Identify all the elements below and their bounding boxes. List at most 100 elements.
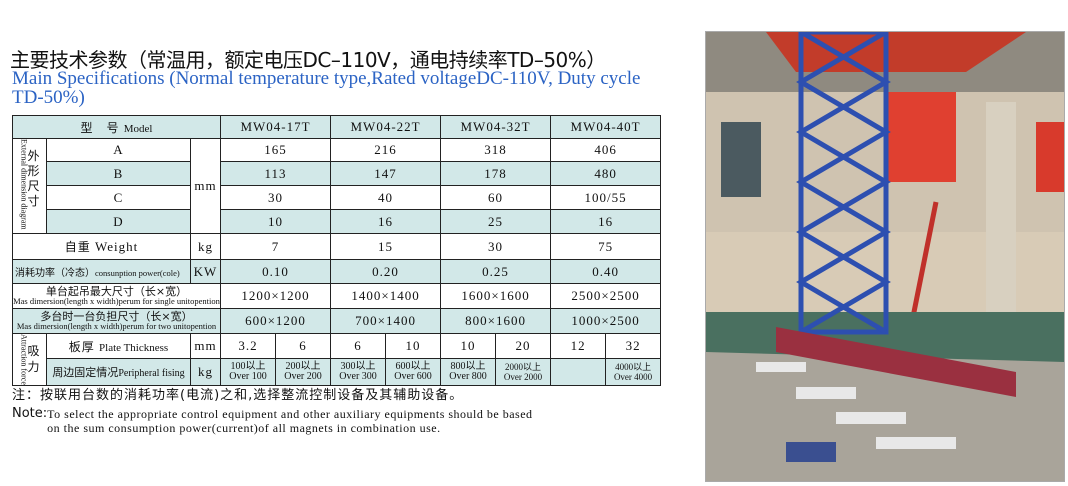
cell: 178 xyxy=(440,161,552,186)
cell: 75 xyxy=(550,233,662,260)
cell: 1200×1200 xyxy=(220,283,332,309)
cell: Over 800 xyxy=(449,371,487,383)
peripheral-label-en: Peripheral fising xyxy=(118,368,185,380)
model-0: MW04-17T xyxy=(220,115,332,139)
dim-label: B xyxy=(46,161,191,186)
cell: 10 xyxy=(440,332,497,360)
cell: 300以上 xyxy=(340,361,376,373)
dim-row-d: D 10 16 25 16 xyxy=(13,209,662,234)
cell: 10 xyxy=(220,209,332,234)
dim-row-c: C 30 40 60 100/55 xyxy=(13,185,662,210)
cell: Over 100 xyxy=(229,371,267,383)
dim-row-a: External dimension diagram 外形尺寸 A mm 165 2… xyxy=(12,138,662,234)
cell: 0.20 xyxy=(330,259,442,284)
cell: Over 2000 xyxy=(503,372,543,383)
dim-label: A xyxy=(46,138,191,162)
cell: 100/55 xyxy=(550,185,662,210)
cell: 147 xyxy=(330,161,442,186)
header-row: 型 号 Model MW04-17T MW04-22T MW04-32T MW0… xyxy=(11,115,662,139)
cell: 2000以上 xyxy=(505,362,542,373)
note-en-label: Note: xyxy=(12,406,48,421)
dim-unit: mm xyxy=(189,138,222,234)
cell: 318 xyxy=(440,138,552,162)
power-unit: KW xyxy=(189,259,222,284)
cell: 200以上 xyxy=(285,361,321,373)
cell: 3.2 xyxy=(220,332,277,360)
cell: 800以上 xyxy=(450,361,486,373)
cell: 113 xyxy=(220,161,332,186)
plate-unit: mm xyxy=(189,332,222,360)
cell: 800×1600 xyxy=(440,308,552,334)
cell: 7 xyxy=(220,233,332,260)
note-en: To select the appropriate control equipm… xyxy=(47,407,533,435)
plate-label-en: Plate Thickness xyxy=(99,341,169,354)
model-3: MW04-40T xyxy=(550,115,662,139)
cell: 6 xyxy=(330,332,387,360)
model-1: MW04-22T xyxy=(330,115,442,139)
attraction-cn: 吸力 xyxy=(27,344,41,375)
cell: 60 xyxy=(440,185,552,210)
peripheral-row: 周边固定情况Peripheral fising kg 100以上 Over 100… xyxy=(12,358,662,386)
cell: Over 200 xyxy=(284,371,322,383)
spec-table: 型 号 Model MW04-17T MW04-22T MW04-32T MW0… xyxy=(11,115,662,386)
cell: 16 xyxy=(550,209,662,234)
cell: Over 300 xyxy=(339,371,377,383)
dim-label: C xyxy=(46,185,191,210)
cell: 32 xyxy=(605,332,662,360)
single-label-cn: 单台起吊最大尺寸（长×宽） xyxy=(45,284,188,298)
cell: 0.25 xyxy=(440,259,552,284)
power-label-en: consunption power(cole) xyxy=(95,267,180,278)
note-cn: 注：按联用台数的消耗功率(电流)之和,选择整流控制设备及其辅助设备。 xyxy=(12,388,464,403)
attraction-en: Attraction force xyxy=(19,334,29,385)
plate-label-cn: 板厚 xyxy=(68,339,95,354)
cell: 1600×1600 xyxy=(440,283,552,309)
weight-unit: kg xyxy=(189,233,222,260)
cell: Over 4000 xyxy=(613,372,653,383)
peripheral-unit: kg xyxy=(189,358,222,386)
dim-row-b: B 113 147 178 480 xyxy=(13,161,662,186)
cell: 406 xyxy=(550,138,662,162)
cell: 1000×2500 xyxy=(550,308,662,334)
ext-dim-cn: 外形尺寸 xyxy=(27,149,41,208)
cell: 30 xyxy=(440,233,552,260)
title-cn: 主要技术参数（常温用，额定电压DC–110V，通电持续率TD–50%） xyxy=(10,48,606,72)
power-label-cn: 消耗功率（冷态） xyxy=(15,267,95,279)
peripheral-label-cn: 周边固定情况 xyxy=(52,366,119,380)
cell: 12 xyxy=(550,332,607,360)
ext-dim-en: External dimension diagram xyxy=(19,139,29,230)
cell: 1400×1400 xyxy=(330,283,442,309)
cell: 2500×2500 xyxy=(550,283,662,309)
title-en: Main Specifications (Normal temperature … xyxy=(12,68,641,108)
model-label-en: Model xyxy=(123,122,153,135)
weight-row: 自重 Weight kg 7 15 30 75 xyxy=(12,233,662,260)
cell: 30 xyxy=(220,185,332,210)
cell: 600以上 xyxy=(395,361,431,373)
cell: 600×1200 xyxy=(220,308,332,334)
cell: 6 xyxy=(275,332,332,360)
cell: 0.10 xyxy=(220,259,332,284)
note: 注：按联用台数的消耗功率(电流)之和,选择整流控制设备及其辅助设备。 Note:… xyxy=(12,388,537,436)
dim-label: D xyxy=(46,209,191,234)
cell: 100以上 xyxy=(230,361,266,373)
multi-label-cn: 多台时一台负担尺寸（长×宽） xyxy=(40,309,193,323)
single-row: 单台起吊最大尺寸（长×宽） Mas dimersion(length x widt… xyxy=(11,283,662,309)
power-row: 消耗功率（冷态）consunption power(cole) KW 0.10 0… xyxy=(12,259,662,284)
cell: 480 xyxy=(550,161,662,186)
cell: 15 xyxy=(330,233,442,260)
cell: 4000以上 xyxy=(615,362,652,373)
plate-row: Attraction force 吸力 板厚 Plate Thickness mm… xyxy=(12,332,662,386)
cell: 40 xyxy=(330,185,442,210)
weight-label-en: Weight xyxy=(95,239,139,254)
cell: 16 xyxy=(330,209,442,234)
cell: 0.40 xyxy=(550,259,662,284)
model-2: MW04-32T xyxy=(440,115,552,139)
cell: 25 xyxy=(440,209,552,234)
multi-label-en: Mas dimersion(length x width)perum for t… xyxy=(16,320,217,331)
cell: 700×1400 xyxy=(330,308,442,334)
cell: 165 xyxy=(220,138,332,162)
single-label-en: Mas dimersion(length x width)perum for s… xyxy=(13,295,220,306)
weight-label-cn: 自重 xyxy=(64,240,91,254)
factory-crane-photo xyxy=(705,31,1065,482)
cell: 216 xyxy=(330,138,442,162)
multi-row: 多台时一台负担尺寸（长×宽） Mas dimersion(length x wid… xyxy=(11,308,662,334)
